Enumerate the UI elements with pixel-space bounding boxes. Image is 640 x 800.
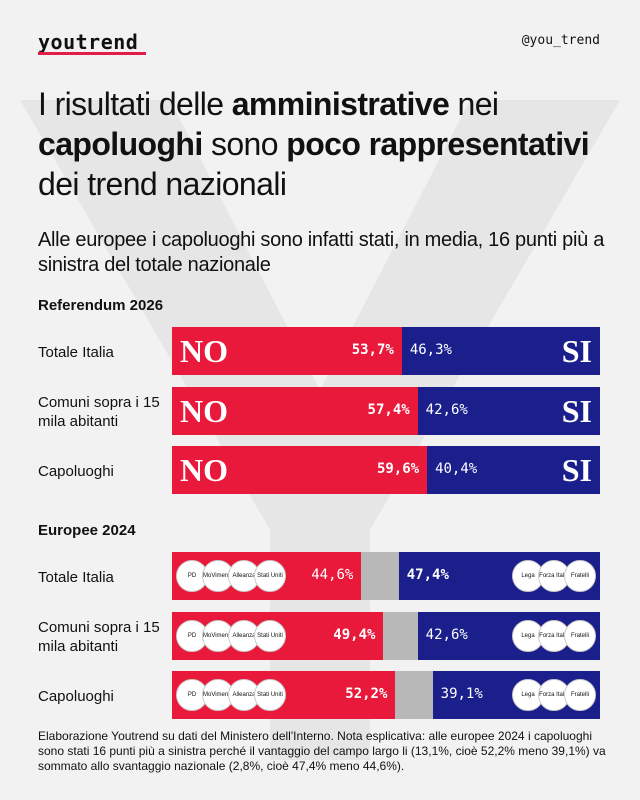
bar-segment [383, 612, 418, 660]
data-label: 59,6% [376, 461, 420, 477]
title-part: dei trend nazionali [38, 166, 287, 202]
no-mark: NO [180, 452, 228, 488]
title-part: amministrative [231, 86, 450, 122]
data-label: 42,6% [425, 402, 468, 418]
data-label: 57,4% [367, 402, 410, 418]
bar-segment [395, 671, 433, 719]
si-mark: SI [561, 393, 592, 429]
row-label: Totale Italia [38, 344, 114, 361]
bar-row: 59,6% 40,4% NO SI [172, 446, 600, 494]
party-logo: Stati Uniti d'Europa [254, 560, 286, 592]
row-label: Comuni sopra i 15 mila abitanti [38, 619, 160, 655]
logo-underline [38, 52, 146, 55]
row-label: Capoluoghi [38, 463, 114, 480]
title-part: I risultati delle [38, 86, 232, 122]
row-label: Comuni sopra i 15 mila abitanti [38, 394, 160, 430]
section-referendum-title: Referendum 2026 [38, 297, 164, 314]
bar-segment [361, 552, 399, 600]
data-label: 53,7% [351, 342, 394, 358]
data-label: 44,6% [311, 567, 354, 583]
bar-segment [172, 446, 428, 494]
bar-segment [417, 387, 600, 435]
data-label: 52,2% [345, 686, 388, 702]
no-mark: NO [180, 393, 228, 429]
party-logo: Stati Uniti d'Europa [254, 679, 286, 711]
party-logo: Fratelli d'Italia Giorgia Meloni [564, 560, 596, 592]
section-europee-title: Europee 2024 [38, 522, 136, 539]
bar-row: 57,4% 42,6% NO SI [172, 387, 600, 435]
party-logo: Alleanza Verdi Sinistra [228, 620, 260, 652]
no-mark: NO [180, 333, 228, 369]
title-part: nei [449, 86, 500, 122]
data-label: 40,4% [435, 461, 478, 477]
data-label: 46,3% [409, 342, 452, 358]
bar-segment [172, 327, 402, 375]
bar-segment [401, 327, 600, 375]
party-logo: Forza Italia Berlusconi [538, 679, 570, 711]
page-title: I risultati delle amministrative nei cap… [38, 84, 618, 204]
title-part: poco rappresentativi [286, 126, 590, 162]
data-label: 47,4% [406, 567, 449, 583]
bar-row: 53,7% 46,3% NO SI [172, 327, 600, 375]
title-part: capoluoghi [38, 126, 203, 162]
bar-segment [427, 446, 600, 494]
party-logo: Stati Uniti d'Europa [254, 620, 286, 652]
page-subtitle: Alle europee i capoluoghi sono infatti s… [38, 229, 605, 276]
si-mark: SI [561, 333, 592, 369]
row-label: Totale Italia [38, 569, 114, 586]
social-handle: @you_trend [521, 33, 600, 48]
row-label: Capoluoghi [38, 688, 114, 705]
data-label: 49,4% [333, 627, 376, 643]
data-label: 39,1% [440, 686, 483, 702]
bar-segment [172, 387, 418, 435]
title-part: sono [202, 126, 287, 162]
party-logo: Fratelli d'Italia Giorgia Meloni [564, 679, 596, 711]
party-logo: Fratelli d'Italia Giorgia Meloni [564, 620, 596, 652]
si-mark: SI [561, 452, 592, 488]
youtrend-logo: youtrend [38, 30, 139, 54]
data-label: 42,6% [425, 627, 468, 643]
footer-note: Elaborazione Youtrend su dati del Minist… [38, 729, 606, 773]
